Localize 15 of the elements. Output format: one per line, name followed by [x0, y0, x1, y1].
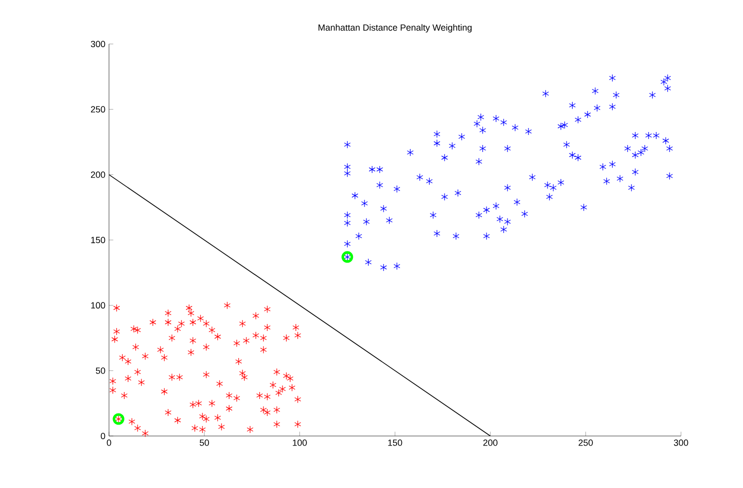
y-tick-label: 100 [91, 302, 106, 309]
x-tick-label: 200 [483, 440, 498, 446]
x-tick-label: 50 [200, 440, 209, 446]
y-tick-label: 250 [90, 106, 106, 113]
x-tick-label: 300 [674, 440, 688, 446]
chart-title: Manhattan Distance Penalty Weighting [318, 24, 472, 32]
y-tick-label: 300 [90, 40, 106, 48]
x-tick-label: 0 [106, 440, 112, 446]
y-tick-label: 0 [100, 432, 106, 440]
x-tick-label: 150 [388, 440, 402, 446]
x-tick-label: 100 [292, 440, 307, 446]
y-tick-label: 50 [96, 367, 106, 374]
y-tick-label: 150 [91, 236, 106, 244]
x-tick-label: 250 [578, 440, 593, 446]
y-tick-label: 200 [90, 171, 106, 178]
